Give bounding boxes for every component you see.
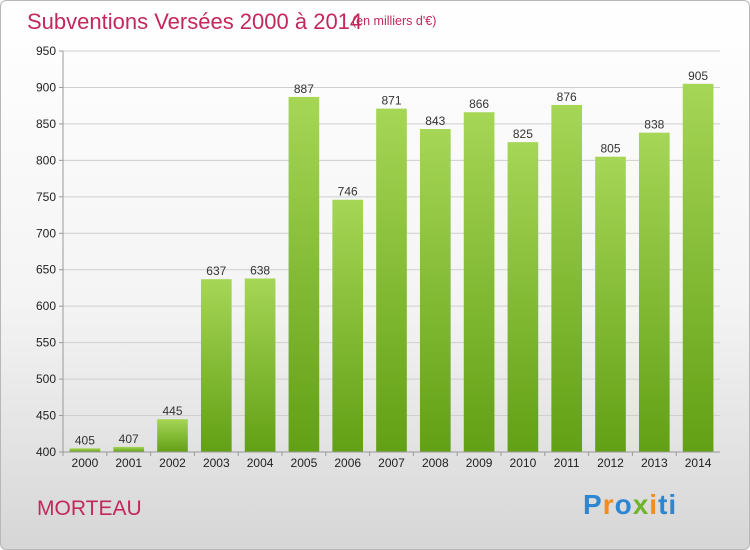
x-tick-label: 2007 [378, 456, 405, 470]
bar-2007 [376, 108, 407, 453]
logo-letter: i [668, 489, 678, 520]
y-tick-label: 750 [36, 190, 56, 204]
data-label-2002: 445 [162, 404, 182, 418]
data-label-2006: 746 [338, 185, 358, 199]
x-tick-label: 2006 [334, 456, 361, 470]
bar-2009 [463, 112, 495, 452]
y-tick-label: 900 [36, 80, 56, 94]
y-tick-label: 450 [36, 409, 56, 423]
bars [69, 83, 714, 453]
data-label-2014: 905 [688, 69, 708, 83]
x-tick-label: 2005 [291, 456, 318, 470]
logo-letter: r [602, 489, 615, 520]
data-label-2012: 805 [600, 142, 620, 156]
bar-2004 [244, 278, 276, 452]
data-label-2003: 637 [206, 264, 226, 278]
y-tick-label: 700 [36, 226, 56, 240]
data-label-2008: 843 [425, 114, 445, 128]
bar-2011 [551, 104, 583, 452]
y-tick-label: 950 [36, 44, 56, 58]
x-tick-label: 2014 [685, 456, 712, 470]
logo-letter: t [658, 489, 669, 520]
data-label-2007: 871 [381, 94, 401, 108]
x-tick-label: 2011 [554, 456, 580, 470]
logo-letter: i [649, 489, 659, 520]
bar-2003 [200, 279, 232, 452]
data-label-2013: 838 [644, 118, 664, 132]
y-tick-label: 800 [36, 153, 56, 167]
logo-letter: P [583, 489, 603, 520]
bar-2013 [638, 132, 670, 452]
bar-2014 [682, 83, 714, 453]
y-tick-label: 850 [36, 117, 56, 131]
x-tick-label: 2012 [597, 456, 624, 470]
data-label-2000: 405 [75, 433, 95, 447]
data-label-2011: 876 [557, 90, 577, 104]
logo-letter: o [614, 489, 633, 520]
data-label-2010: 825 [513, 127, 533, 141]
data-label-2004: 638 [250, 263, 270, 277]
bar-2005 [288, 96, 320, 452]
x-tick-label: 2008 [422, 456, 449, 470]
data-label-2001: 407 [119, 432, 139, 446]
data-label-2005: 887 [294, 82, 314, 96]
y-tick-label: 600 [36, 299, 56, 313]
bar-2006 [332, 199, 364, 452]
y-axis: 400 450 500 550 600 650 700 750 800 850 900 950 [36, 44, 63, 459]
y-tick-label: 400 [36, 445, 56, 459]
bar-2001 [113, 446, 145, 452]
bar-2012 [595, 156, 626, 452]
chart-title: Subventions Versées 2000 à 2014 [27, 9, 363, 34]
bar-2000 [69, 448, 101, 452]
x-tick-label: 2009 [466, 456, 493, 470]
proxiti-logo: Proxiti [583, 489, 677, 521]
x-tick-label: 2013 [641, 456, 668, 470]
data-labels: 405 407 445 637 638 887 746 871 843 866 825 876 805 8… [75, 69, 709, 448]
y-tick-label: 500 [36, 372, 56, 386]
chart-subtitle: (en milliers d'€) [352, 14, 437, 28]
x-tick-label: 2003 [203, 456, 230, 470]
y-tick-label: 650 [36, 263, 56, 277]
x-tick-label: 2000 [72, 456, 99, 470]
x-axis: 2000 2001 2002 2003 2004 2005 2006 2007 2008 2009… [62, 452, 712, 470]
x-tick-label: 2010 [510, 456, 537, 470]
y-tick-label: 550 [36, 336, 56, 350]
bar-2002 [157, 419, 188, 452]
x-tick-label: 2001 [115, 456, 142, 470]
data-label-2009: 866 [469, 97, 489, 111]
logo-letter: x [632, 489, 650, 520]
x-tick-label: 2004 [247, 456, 274, 470]
bar-2010 [507, 142, 539, 453]
bar-2008 [419, 129, 451, 452]
commune-name: MORTEAU [37, 497, 142, 520]
x-tick-label: 2002 [159, 456, 186, 470]
